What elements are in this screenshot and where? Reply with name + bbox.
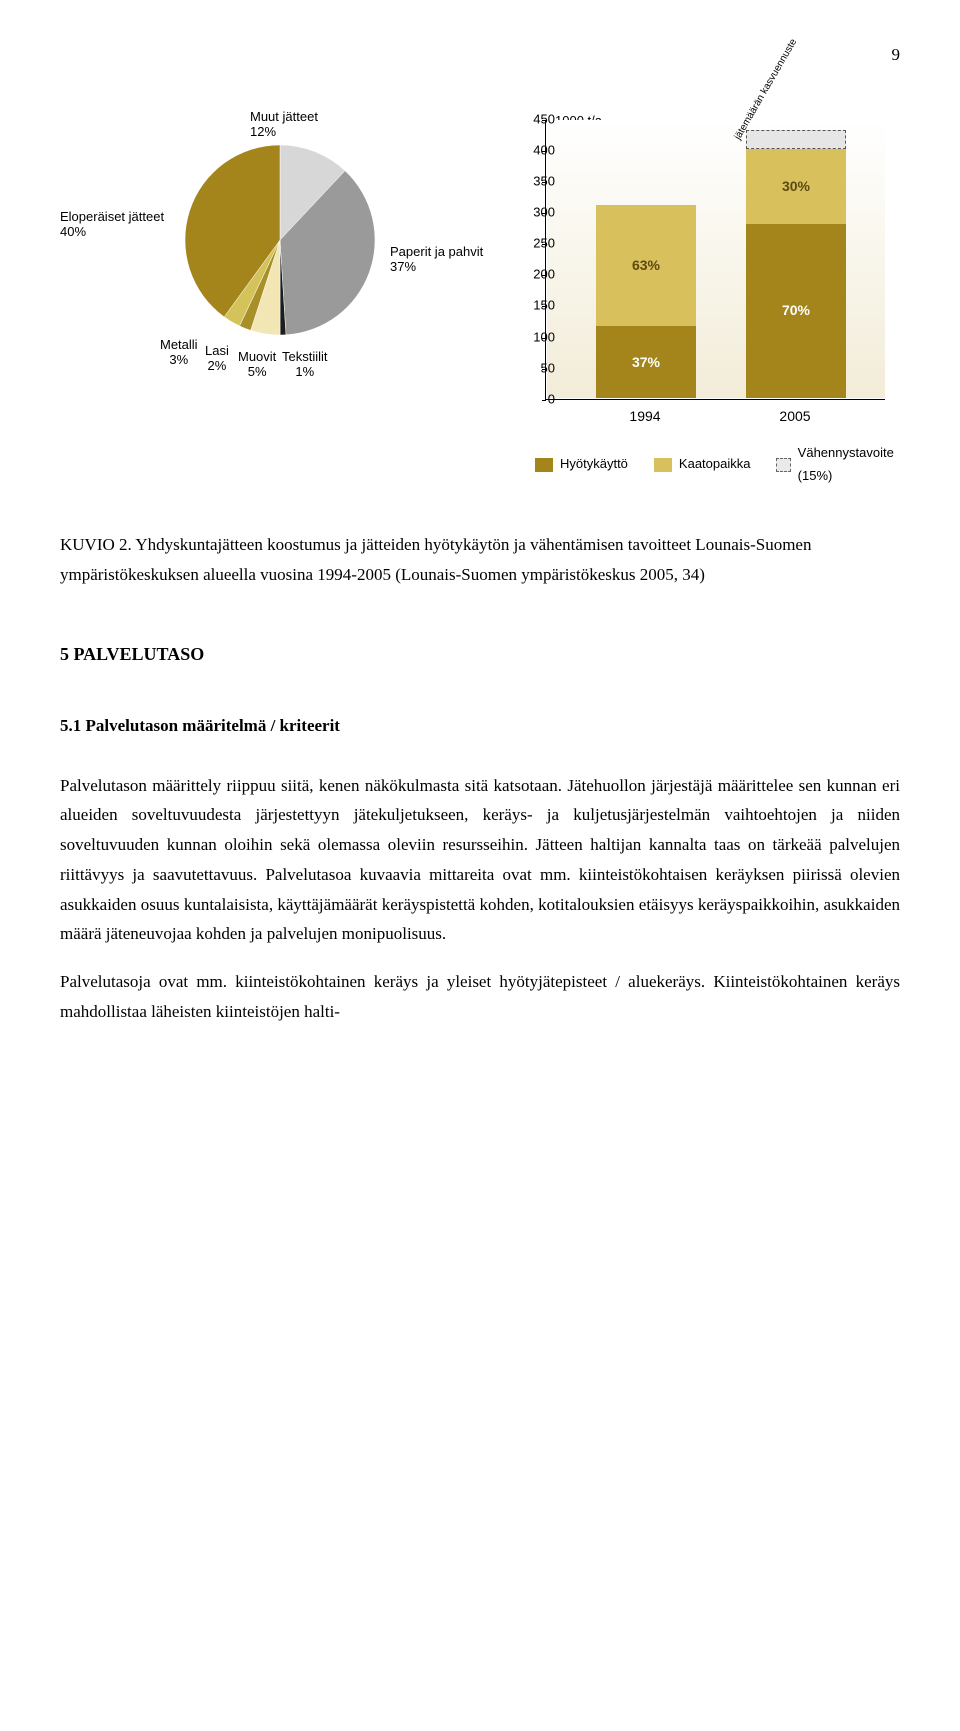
- y-tick-label: 400: [515, 139, 555, 162]
- x-axis-label: 1994: [595, 404, 695, 429]
- legend-item-hyoty: Hyötykäyttö: [535, 453, 628, 476]
- subsection-5-1-heading: 5.1 Palvelutason määritelmä / kriteerit: [60, 711, 900, 741]
- legend-label: Vähennystavoite (15%): [798, 442, 900, 488]
- bar-segment-hyoty: 37%: [596, 326, 696, 398]
- y-tick-label: 350: [515, 171, 555, 194]
- y-tick-label: 450: [515, 108, 555, 131]
- pie-chart-container: Muut jätteet 12% Paperit ja pahvit 37% T…: [60, 110, 465, 410]
- bar-segment-kaato: 30%: [746, 149, 846, 224]
- y-tick-label: 0: [515, 388, 555, 411]
- x-axis-label: 2005: [745, 404, 845, 429]
- pie-label-elo: Eloperäiset jätteet 40%: [60, 210, 164, 240]
- legend-label: Kaatopaikka: [679, 453, 751, 476]
- section-5-heading: 5 PALVELUTASO: [60, 639, 900, 671]
- y-tick-label: 100: [515, 326, 555, 349]
- y-tick-label: 150: [515, 295, 555, 318]
- pie-label-muut: Muut jätteet 12%: [250, 110, 318, 140]
- legend-label: Hyötykäyttö: [560, 453, 628, 476]
- legend-swatch: [535, 458, 553, 472]
- bar-column: 63%37%: [596, 205, 696, 398]
- bar-segment-vahennys: jätemäärän kasvuennuste: [746, 130, 846, 149]
- figure-2-charts: Muut jätteet 12% Paperit ja pahvit 37% T…: [60, 110, 900, 470]
- legend-swatch: [654, 458, 672, 472]
- legend-item-kaato: Kaatopaikka: [654, 453, 751, 476]
- pie-label-muovit: Muovit 5%: [238, 350, 276, 380]
- bar-segment-kaato: 63%: [596, 205, 696, 326]
- legend-item-vahen: Vähennystavoite (15%): [776, 442, 900, 488]
- bar-column: jätemäärän kasvuennuste30%70%: [746, 130, 846, 398]
- y-tick-label: 50: [515, 357, 555, 380]
- pie-label-lasi: Lasi 2%: [205, 344, 229, 374]
- bar-chart-container: 1000 t/a 63%37%jätemäärän kasvuennuste30…: [495, 110, 900, 470]
- bar-plot-area: 63%37% jätemäärän kasvuennuste30%70%: [545, 120, 885, 400]
- body-paragraph-1: Palvelutason määrittely riippuu siitä, k…: [60, 771, 900, 950]
- y-tick-label: 250: [515, 233, 555, 256]
- y-tick-label: 300: [515, 202, 555, 225]
- pie-label-metalli: Metalli 3%: [160, 338, 198, 368]
- body-paragraph-2: Palvelutasoja ovat mm. kiinteistökohtain…: [60, 967, 900, 1027]
- figure-2-caption: KUVIO 2. Yhdyskuntajätteen koostumus ja …: [60, 530, 900, 590]
- bar-legend: Hyötykäyttö Kaatopaikka Vähennystavoite (1…: [535, 442, 900, 488]
- pie-chart-svg: [180, 140, 380, 340]
- legend-swatch: [776, 458, 790, 472]
- bar-segment-hyoty: 70%: [746, 224, 846, 398]
- pie-label-paperit: Paperit ja pahvit 37%: [390, 245, 483, 275]
- y-tick-label: 200: [515, 264, 555, 287]
- pie-label-tekstiilit: Tekstiilit 1%: [282, 350, 328, 380]
